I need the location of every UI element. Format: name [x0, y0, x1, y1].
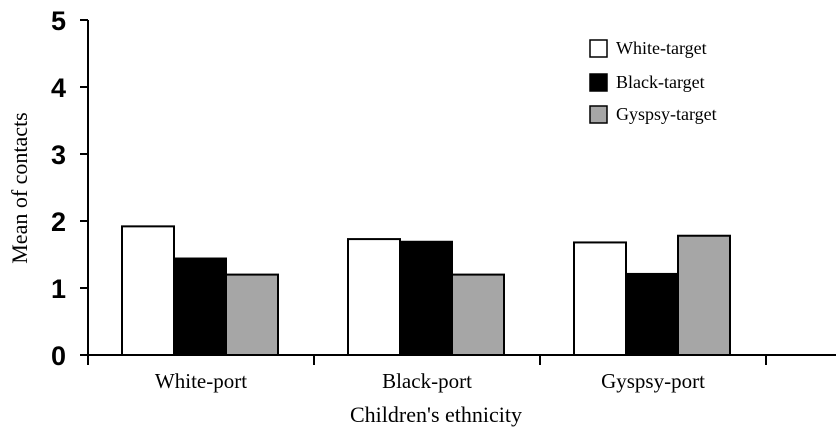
x-tick-label: Gyspsy-port — [601, 369, 705, 393]
bars-layer — [121, 225, 731, 357]
legend-swatch-gyspsy-target — [589, 105, 608, 124]
x-axis-title: Children's ethnicity — [350, 402, 522, 427]
legend-swatch-white-target — [589, 39, 608, 58]
x-tick-label: White-port — [155, 369, 247, 393]
bar-black-port-black-target — [399, 240, 453, 357]
x-tick-label: Black-port — [382, 369, 472, 393]
axes-layer: 0 1 2 3 4 5 White-port Black-port Gyspsy-port — [51, 6, 836, 393]
y-tick-label: 3 — [51, 140, 66, 170]
legend-label-white-target: White-target — [616, 38, 707, 58]
y-tick-label: 4 — [51, 73, 66, 103]
y-tick-label: 2 — [51, 207, 66, 237]
legend-swatch-black-target — [589, 73, 608, 92]
y-axis-title: Mean of contacts — [7, 112, 32, 264]
bar-gyspsy-port-black-target — [625, 272, 679, 356]
legend-label-black-target: Black-target — [616, 72, 705, 92]
y-tick-label: 5 — [51, 6, 66, 36]
legend-label-gyspsy-target: Gyspsy-target — [616, 104, 717, 124]
bar-gyspsy-port-white-target — [573, 241, 627, 356]
bar-gyspsy-port-gyspsy-target — [677, 234, 731, 357]
legend: White-target Black-target Gyspsy-target — [589, 38, 717, 124]
bar-black-port-gyspsy-target — [451, 273, 505, 357]
y-tick-label: 1 — [51, 274, 66, 304]
bar-white-port-black-target — [173, 257, 227, 356]
bar-white-port-gyspsy-target — [225, 273, 279, 357]
bar-white-port-white-target — [121, 225, 175, 356]
bar-black-port-white-target — [347, 238, 401, 356]
y-tick-label: 0 — [51, 341, 66, 371]
